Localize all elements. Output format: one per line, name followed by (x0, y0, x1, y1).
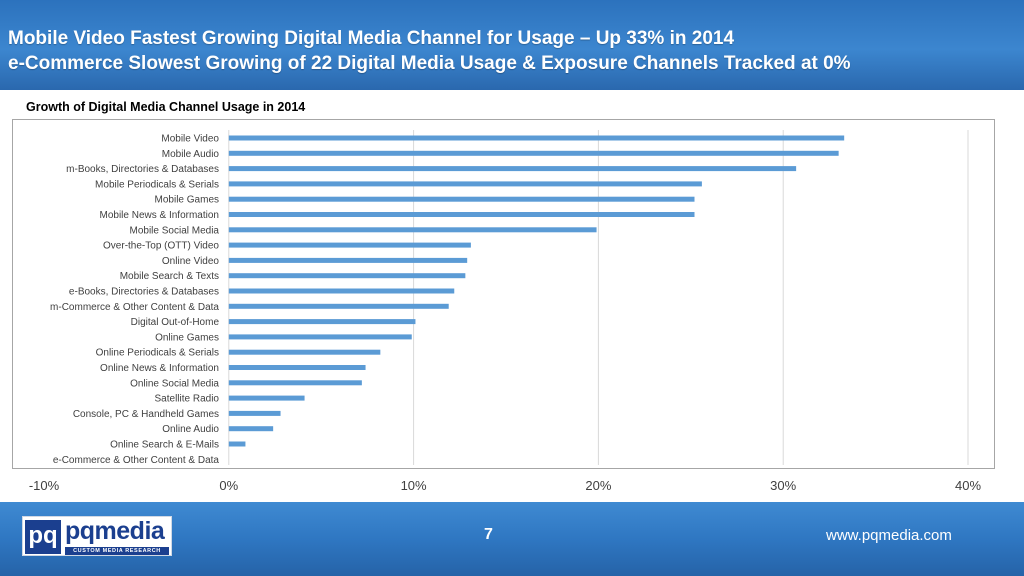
page-number: 7 (484, 526, 493, 543)
category-label: Console, PC & Handheld Games (73, 409, 219, 420)
bar (228, 166, 797, 172)
category-label: Mobile Audio (162, 149, 220, 160)
category-label: Online Games (155, 332, 219, 343)
bar (228, 303, 449, 309)
category-label: Online Search & E-Mails (110, 440, 219, 451)
bar (228, 319, 416, 325)
logo-wordmark: pqmedia (65, 517, 165, 545)
category-label: Online Audio (162, 424, 219, 435)
bar (228, 334, 412, 340)
bar (228, 441, 246, 447)
bar (228, 426, 274, 432)
category-label: Mobile Search & Texts (120, 271, 219, 282)
x-tick-labels: -10% 0% 10% 20% 30% 40% (29, 478, 982, 493)
bar (228, 150, 839, 156)
category-label: Satellite Radio (155, 394, 220, 405)
chart-title: Growth of Digital Media Channel Usage in… (26, 100, 306, 114)
category-label: Mobile Video (161, 134, 219, 145)
pqmedia-logo[interactable]: pq pqmedia CUSTOM MEDIA RESEARCH (22, 516, 172, 556)
category-label: Mobile News & Information (100, 210, 220, 221)
category-label: Online News & Information (100, 363, 219, 374)
headline-line-1: Mobile Video Fastest Growing Digital Med… (8, 28, 735, 49)
category-label: e-Commerce & Other Content & Data (53, 455, 220, 466)
x-tick-label: 40% (955, 478, 981, 493)
headline-line-2: e-Commerce Slowest Growing of 22 Digital… (8, 53, 851, 74)
header-banner: Mobile Video Fastest Growing Digital Med… (0, 0, 1024, 90)
bars (228, 135, 845, 447)
category-label: Digital Out-of-Home (131, 317, 220, 328)
bar (228, 349, 381, 355)
x-tick-label: 10% (401, 478, 427, 493)
category-label: e-Books, Directories & Databases (69, 287, 219, 298)
bar (228, 227, 597, 233)
chart-area: Mobile Video Mobile Audio m-Books, Directo… (12, 119, 995, 493)
bar (228, 380, 362, 386)
bar (228, 196, 695, 202)
category-label: Online Periodicals & Serials (96, 348, 219, 359)
bar (228, 257, 468, 263)
logo-tagline: CUSTOM MEDIA RESEARCH (65, 547, 169, 555)
category-label: Online Social Media (130, 378, 219, 389)
category-label: Over-the-Top (OTT) Video (103, 241, 219, 252)
bar (228, 365, 366, 370)
x-tick-label: 0% (219, 478, 238, 493)
bar (228, 288, 455, 294)
x-tick-label: 20% (585, 478, 611, 493)
bar (228, 395, 305, 401)
bar-chart: Mobile Video Mobile Audio m-Books, Directo… (29, 130, 981, 493)
category-label: Mobile Periodicals & Serials (95, 179, 219, 190)
bar (228, 181, 702, 187)
category-label: Mobile Games (155, 195, 219, 206)
bar (228, 273, 466, 279)
logo-mark: pq (25, 520, 61, 554)
gridlines (228, 130, 969, 465)
footer-banner: pq pqmedia CUSTOM MEDIA RESEARCH 7 www.p… (0, 502, 1024, 576)
bar (228, 242, 471, 248)
bar (228, 410, 281, 416)
category-label: m-Books, Directories & Databases (66, 164, 219, 175)
website-link[interactable]: www.pqmedia.com (826, 527, 952, 544)
category-label: Mobile Social Media (130, 225, 220, 236)
category-label: m-Commerce & Other Content & Data (50, 302, 219, 313)
bar (228, 135, 845, 141)
bar (228, 212, 695, 217)
x-tick-label: 30% (770, 478, 796, 493)
x-tick-label: -10% (29, 478, 60, 493)
category-labels: Mobile Video Mobile Audio m-Books, Directo… (50, 134, 219, 466)
category-label: Online Video (162, 256, 220, 267)
